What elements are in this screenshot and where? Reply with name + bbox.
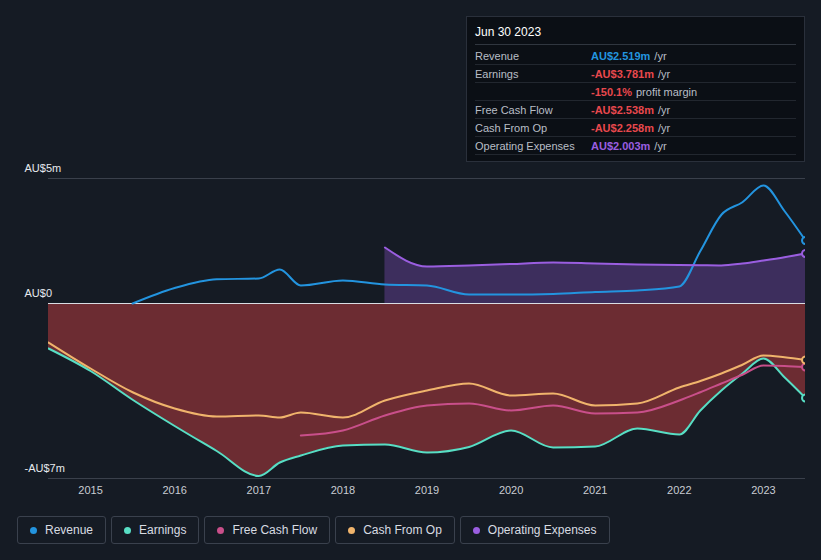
svg-text:2019: 2019 xyxy=(415,484,439,496)
svg-text:2020: 2020 xyxy=(499,484,523,496)
html-text:Revenue: Revenue xyxy=(45,523,93,537)
html-text:Operating Expenses: Operating Expenses xyxy=(487,523,597,537)
svg-text:2015: 2015 xyxy=(78,484,102,496)
html-text:-AU$2.538m /yr: -AU$2.538m /yr xyxy=(591,103,671,116)
svg-text:2021: 2021 xyxy=(583,484,607,496)
svg-text:-AU$7m: -AU$7m xyxy=(25,462,65,474)
html-text:AU$2.003m /yr: AU$2.003m /yr xyxy=(591,139,667,152)
svg-text:AU$5m: AU$5m xyxy=(25,162,62,174)
svg-text:2023: 2023 xyxy=(751,484,775,496)
html-text:Cash From Op: Cash From Op xyxy=(363,523,442,537)
html-text:Free Cash Flow: Free Cash Flow xyxy=(475,103,553,116)
html-text:-AU$3.781m /yr: -AU$3.781m /yr xyxy=(591,67,671,80)
html-text:Earnings: Earnings xyxy=(139,523,187,537)
svg-text:2017: 2017 xyxy=(247,484,271,496)
html-text:Revenue: Revenue xyxy=(475,49,519,62)
html-text:Operating Expenses: Operating Expenses xyxy=(475,139,575,152)
html-text:-150.1% profit margin: -150.1% profit margin xyxy=(591,85,698,98)
svg-text:2016: 2016 xyxy=(162,484,186,496)
html-text:Free Cash Flow: Free Cash Flow xyxy=(232,523,318,537)
html-text:AU$2.519m /yr: AU$2.519m /yr xyxy=(591,49,667,62)
html-text:-AU$2.258m /yr: -AU$2.258m /yr xyxy=(591,121,671,134)
svg-text:2022: 2022 xyxy=(667,484,691,496)
html-text:Earnings: Earnings xyxy=(475,67,519,80)
html-text:Cash From Op: Cash From Op xyxy=(475,121,548,134)
svg-text:AU$0: AU$0 xyxy=(25,287,53,299)
html-text:Jun 30 2023: Jun 30 2023 xyxy=(475,25,542,39)
svg-text:2018: 2018 xyxy=(331,484,355,496)
